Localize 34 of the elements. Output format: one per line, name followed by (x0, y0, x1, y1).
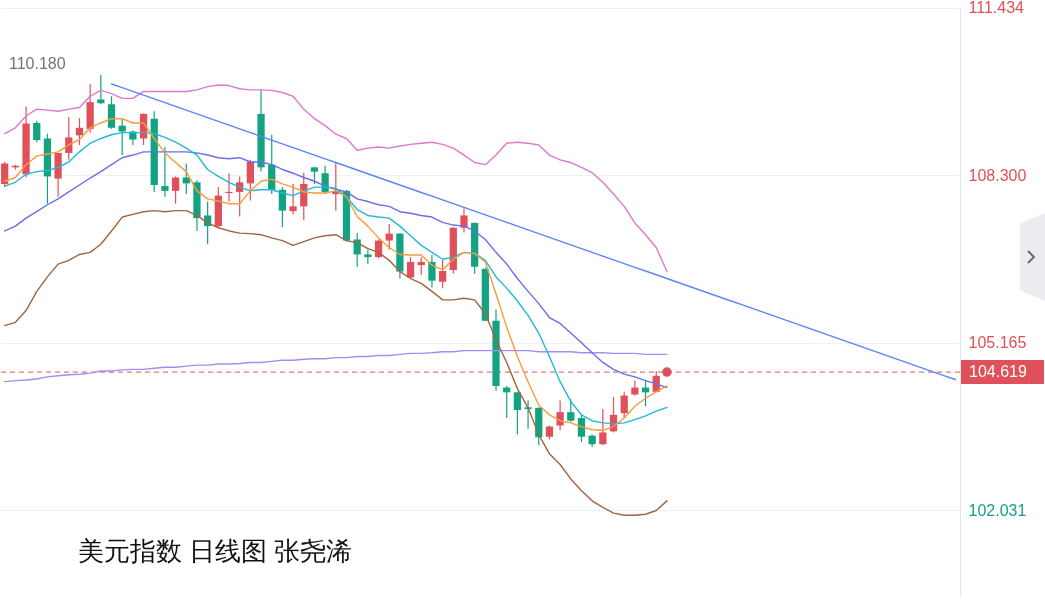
candlestick (107, 95, 116, 130)
candlestick (278, 186, 287, 228)
candlestick (556, 399, 564, 431)
annotation: 110.180 (9, 55, 66, 72)
line-series (4, 209, 668, 516)
candlestick (364, 249, 372, 265)
candlestick (524, 399, 532, 430)
candlestick (246, 159, 254, 202)
line-series (4, 349, 668, 383)
candlestick (225, 172, 233, 203)
candlestick (428, 254, 436, 289)
candlestick (599, 408, 607, 446)
candlestick (33, 120, 41, 143)
line-series (110, 83, 956, 381)
line-series (4, 84, 668, 273)
candlestick (406, 256, 415, 280)
candlestick (75, 117, 84, 146)
candlestick (171, 175, 180, 205)
candlestick (161, 146, 169, 198)
candlestick (513, 391, 522, 436)
y-tick-label: 105.165 (968, 334, 1027, 352)
candlestick (620, 391, 628, 419)
candlestick (577, 413, 586, 443)
annotation: 美元指数 日线图 张尧浠 (78, 536, 353, 566)
candlestick (438, 259, 447, 289)
y-tick-label: 111.434 (968, 0, 1025, 17)
candlestick (385, 223, 393, 251)
ref-line-label: 104.619 (969, 363, 1027, 381)
candlestick (460, 207, 468, 234)
y-tick-label: 108.300 (968, 166, 1027, 184)
candlestick (97, 74, 105, 105)
candlestick (118, 118, 126, 156)
y-tick-label: 102.031 (968, 501, 1027, 519)
candlestick (289, 183, 297, 215)
